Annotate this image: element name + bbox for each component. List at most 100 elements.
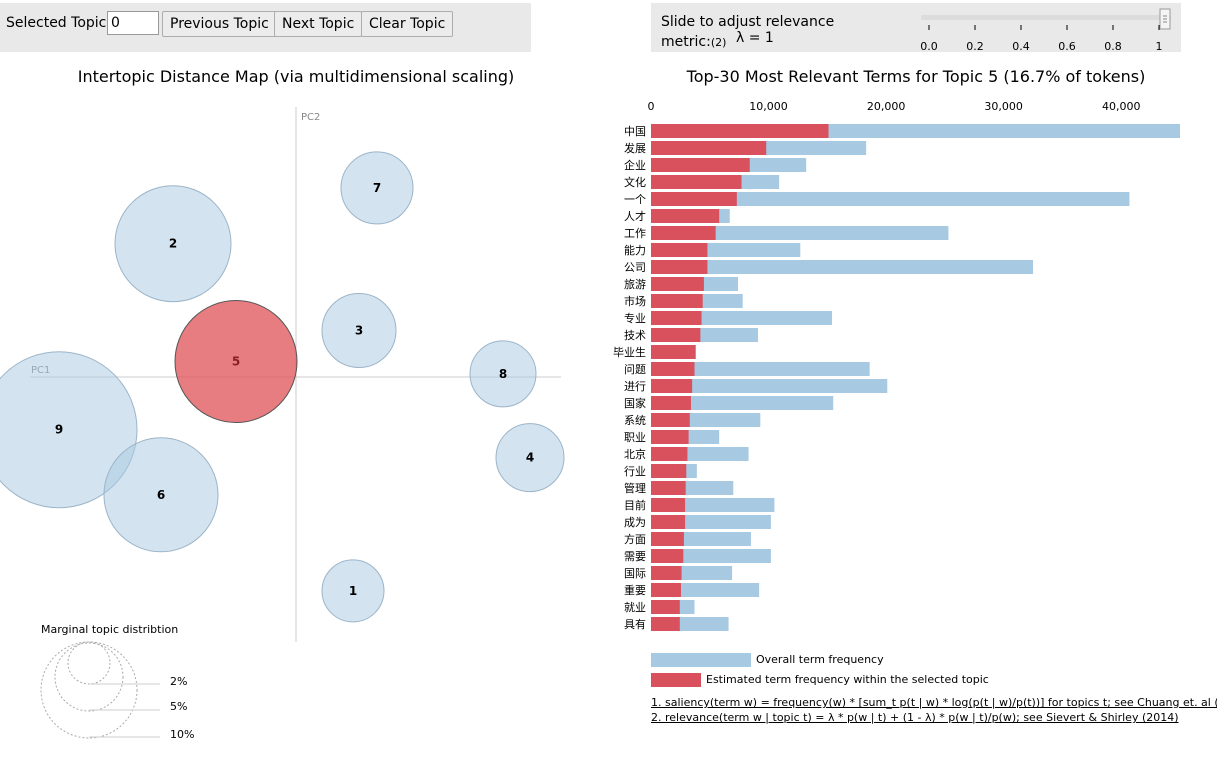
bar-overall[interactable] (651, 260, 1034, 274)
bar-topic[interactable] (651, 175, 742, 189)
topic-label: 3 (355, 324, 363, 338)
slider-track[interactable] (921, 15, 1171, 20)
term-label[interactable]: 旅游 (624, 277, 646, 291)
topic-circle-8[interactable]: 8 (469, 340, 537, 408)
bar-topic[interactable] (651, 413, 690, 427)
bar-topic[interactable] (651, 532, 684, 546)
bar-overall[interactable] (651, 379, 888, 393)
topic-label: 7 (373, 181, 381, 195)
topic-circle-4[interactable]: 4 (495, 423, 565, 493)
bar-overall[interactable] (651, 362, 870, 376)
topic-circle-5[interactable]: 5 (174, 300, 298, 423)
term-label[interactable]: 问题 (624, 363, 646, 376)
term-label[interactable]: 人才 (624, 209, 646, 223)
term-label[interactable]: 公司 (624, 261, 646, 274)
bar-topic[interactable] (651, 617, 680, 631)
slider-tick-label: 0.8 (1104, 40, 1122, 52)
term-label[interactable]: 一个 (624, 193, 646, 206)
lambda-slider[interactable]: 0.0 0.2 0.4 0.6 0.8 1 (651, 3, 1181, 52)
term-label[interactable]: 职业 (624, 431, 646, 444)
clear-topic-button[interactable]: Clear Topic (361, 11, 454, 37)
term-label[interactable]: 能力 (624, 243, 646, 257)
term-label[interactable]: 成为 (624, 516, 646, 529)
bar-topic[interactable] (651, 498, 686, 512)
term-label[interactable]: 工作 (624, 227, 646, 240)
next-topic-button[interactable]: Next Topic (274, 11, 363, 37)
topic-circle-6[interactable]: 6 (103, 437, 219, 553)
bar-topic[interactable] (651, 260, 708, 274)
bar-overall[interactable] (651, 192, 1130, 206)
topic-label: 9 (55, 423, 63, 437)
bar-topic[interactable] (651, 362, 695, 376)
bar-topic[interactable] (651, 549, 684, 563)
term-label[interactable]: 毕业生 (613, 345, 646, 359)
slider-tick-label: 0.4 (1012, 40, 1030, 52)
term-label[interactable]: 国际 (624, 567, 646, 580)
topic-circle-1[interactable]: 1 (321, 559, 385, 623)
slider-tick-label: 0.2 (966, 40, 984, 52)
term-label[interactable]: 目前 (624, 498, 646, 512)
bar-topic[interactable] (651, 294, 703, 308)
term-label[interactable]: 行业 (624, 465, 646, 478)
term-label[interactable]: 就业 (624, 600, 646, 614)
slider-ticks: 0.0 0.2 0.4 0.6 0.8 1 (920, 25, 1163, 52)
bar-topic[interactable] (651, 566, 682, 580)
term-label[interactable]: 进行 (624, 380, 646, 393)
topic-circle-3[interactable]: 3 (321, 293, 397, 368)
slider-thumb[interactable] (1159, 8, 1171, 30)
bar-topic[interactable] (651, 226, 716, 240)
saliency-footnote[interactable]: 1. saliency(term w) = frequency(w) * [su… (651, 696, 1217, 709)
term-label[interactable]: 发展 (624, 141, 646, 155)
selected-topic-input[interactable] (107, 11, 159, 35)
topic-label: 1 (349, 584, 357, 598)
bar-topic[interactable] (651, 481, 686, 495)
term-label[interactable]: 企业 (624, 158, 646, 172)
bar-overall[interactable] (651, 226, 949, 240)
bar-topic[interactable] (651, 277, 704, 291)
bar-topic[interactable] (651, 345, 696, 359)
bar-topic[interactable] (651, 600, 680, 614)
bar-overall[interactable] (651, 396, 834, 410)
bar-topic[interactable] (651, 243, 708, 257)
term-label[interactable]: 需要 (624, 550, 646, 563)
term-label[interactable]: 国家 (624, 396, 646, 410)
term-label[interactable]: 系统 (624, 414, 646, 427)
slider-title: Slide to adjust relevance (661, 14, 835, 30)
term-label[interactable]: 管理 (624, 481, 646, 495)
term-label[interactable]: 重要 (624, 583, 646, 597)
bar-topic[interactable] (651, 379, 693, 393)
marginal-label-5: 5% (170, 700, 187, 713)
topic-circle-7[interactable]: 7 (340, 151, 414, 225)
bar-topic[interactable] (651, 447, 688, 461)
bar-topic[interactable] (651, 124, 829, 138)
term-label[interactable]: 技术 (624, 329, 646, 342)
relevance-slider-panel: Slide to adjust relevance metric:(2) λ =… (651, 3, 1181, 52)
bar-topic[interactable] (651, 583, 681, 597)
relevance-footnote[interactable]: 2. relevance(term w | topic t) = λ * p(w… (651, 711, 1179, 724)
term-label[interactable]: 方面 (624, 532, 646, 546)
bar-topic[interactable] (651, 430, 689, 444)
bar-topic[interactable] (651, 141, 767, 155)
bar-topic[interactable] (651, 158, 750, 172)
topic-circle-2[interactable]: 2 (114, 185, 232, 303)
slider-tick-label: 0.0 (920, 40, 938, 52)
term-label[interactable]: 具有 (624, 617, 646, 631)
bar-topic[interactable] (651, 209, 720, 223)
marginal-legend: 2% 5% 10% (40, 641, 194, 741)
bar-topic[interactable] (651, 464, 687, 478)
bar-topic[interactable] (651, 396, 691, 410)
term-label[interactable]: 北京 (624, 447, 646, 461)
topic-label: 6 (157, 488, 165, 502)
topic-circle-9[interactable]: 9 (0, 351, 138, 509)
previous-topic-button[interactable]: Previous Topic (162, 11, 277, 37)
term-label[interactable]: 中国 (624, 125, 646, 138)
bar-topic[interactable] (651, 192, 737, 206)
term-label[interactable]: 市场 (624, 294, 646, 308)
term-label[interactable]: 专业 (624, 311, 646, 325)
bar-topic[interactable] (651, 311, 702, 325)
legend-topic-swatch (651, 673, 701, 687)
term-label[interactable]: 文化 (624, 175, 646, 189)
bar-topic[interactable] (651, 328, 701, 342)
bar-topic[interactable] (651, 515, 686, 529)
x-tick-label: 30,000 (984, 100, 1023, 113)
